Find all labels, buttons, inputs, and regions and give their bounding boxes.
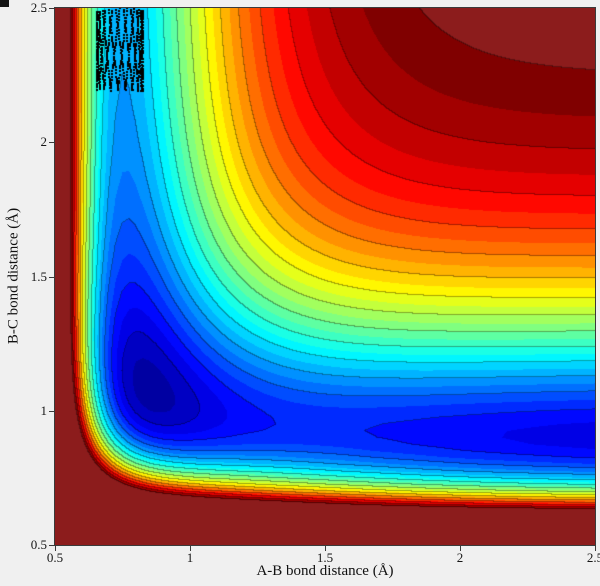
x-tick-mark	[460, 546, 461, 551]
x-axis-label: A-B bond distance (Å)	[256, 563, 394, 579]
y-axis-label: B-C bond distance (Å)	[5, 207, 22, 345]
plot-area	[54, 7, 596, 546]
figure-corner-mark	[0, 0, 9, 7]
y-tick-label: 1	[40, 402, 48, 418]
x-tick-label: 1.5	[316, 550, 334, 565]
y-tick-label: 2.5	[30, 0, 47, 15]
x-tick-mark	[190, 546, 191, 551]
contour-plot-canvas	[55, 8, 595, 545]
x-tick-label: 2.5	[586, 550, 600, 565]
y-tick-mark	[49, 8, 55, 9]
x-tick-mark	[55, 546, 56, 551]
y-tick-mark	[49, 545, 55, 546]
y-tick-label: 0.5	[30, 537, 47, 552]
y-tick-mark	[49, 410, 55, 412]
x-tick-label: 2	[456, 550, 464, 565]
x-tick-label: 1	[186, 550, 194, 565]
y-tick-label: 2	[40, 134, 48, 150]
y-tick-mark	[49, 276, 55, 278]
y-tick-mark	[49, 142, 55, 144]
x-tick-mark	[325, 546, 326, 551]
x-tick-mark	[595, 546, 596, 551]
x-tick-label: 0.5	[46, 550, 64, 565]
y-tick-label: 1.5	[30, 268, 47, 284]
